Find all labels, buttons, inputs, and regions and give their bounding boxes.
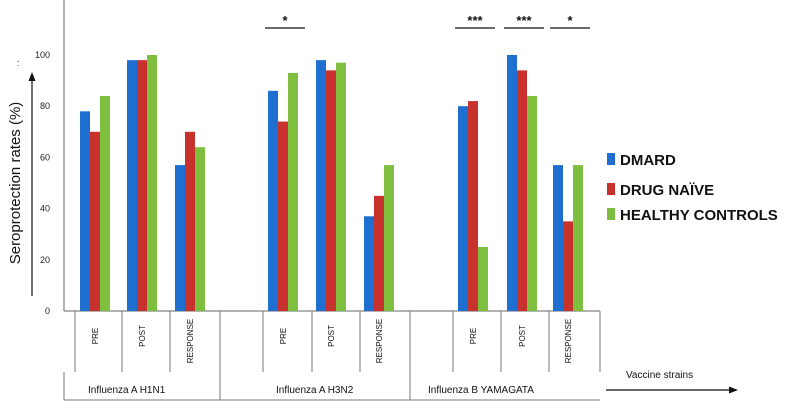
bar-dmard-response: [553, 165, 563, 311]
y-tick-label: 0: [45, 306, 50, 316]
bar-dmard-post: [316, 60, 326, 312]
bar-healthy-controls-response: [195, 147, 205, 311]
bar-drug-na-ve-post: [137, 60, 147, 312]
y-tick-label: 80: [40, 101, 50, 111]
category-label: POST: [138, 325, 147, 347]
category-label: POST: [518, 325, 527, 347]
bar-drug-na-ve-response: [563, 221, 573, 311]
legend-swatch: [607, 183, 615, 195]
significance-marker: ***: [467, 13, 483, 28]
legend: DMARD DRUG NAÏVE HEALTHY CONTROLS: [607, 152, 778, 224]
bar-dmard-pre: [458, 106, 468, 311]
bar-healthy-controls-post: [527, 95, 537, 312]
bar-healthy-controls-response: [384, 165, 394, 311]
bar-drug-na-ve-pre: [278, 121, 288, 311]
bar-healthy-controls-pre: [100, 95, 110, 312]
bars: [80, 55, 583, 312]
category-label: PRE: [469, 328, 478, 344]
x-axis-label: Vaccine strains: [626, 370, 693, 381]
category-label: RESPONSE: [186, 319, 195, 363]
bar-healthy-controls-post: [336, 62, 346, 312]
y-axis-colon-mark: :: [17, 58, 20, 68]
y-tick-label: 20: [40, 255, 50, 265]
legend-swatch: [607, 208, 615, 220]
category-label: POST: [327, 325, 336, 347]
bar-drug-na-ve-post: [326, 70, 336, 311]
bar-healthy-controls-response: [573, 165, 583, 311]
bar-dmard-post: [507, 55, 517, 311]
x-axis-arrowhead: [729, 386, 738, 394]
bar-healthy-controls-post: [147, 55, 157, 311]
legend-label: DRUG NAÏVE: [620, 182, 714, 199]
y-axis-label: Seroprotection rates (%): [7, 102, 24, 265]
group-label: Influenza A H1N1: [88, 385, 166, 396]
category-label: PRE: [279, 328, 288, 344]
significance-marker: ***: [516, 13, 532, 28]
category-label: PRE: [91, 328, 100, 344]
y-tick-label: 40: [40, 204, 50, 214]
bar-dmard-pre: [268, 90, 278, 311]
y-axis-arrowhead: [28, 72, 36, 81]
significance-marker: *: [567, 13, 573, 28]
group-label: Influenza A H3N2: [276, 385, 354, 396]
legend-label: HEALTHY CONTROLS: [620, 207, 778, 224]
bar-healthy-controls-pre: [478, 247, 488, 311]
bar-dmard-response: [364, 216, 374, 311]
y-tick-label: 60: [40, 152, 50, 162]
bar-drug-na-ve-response: [374, 195, 384, 311]
bar-drug-na-ve-response: [185, 131, 195, 311]
labels: 0 20 40 60 80 100 Seroprotection rates (%): PRE…: [7, 13, 693, 396]
category-label: RESPONSE: [375, 319, 384, 363]
significance-marker: *: [282, 13, 288, 28]
legend-label: DMARD: [620, 152, 676, 169]
y-tick-label: 100: [35, 50, 50, 60]
category-label: RESPONSE: [564, 319, 573, 363]
bar-drug-na-ve-post: [517, 70, 527, 311]
group-label: Influenza B YAMAGATA: [428, 385, 534, 396]
bar-drug-na-ve-pre: [468, 101, 478, 311]
bar-healthy-controls-pre: [288, 72, 298, 311]
bar-dmard-pre: [80, 111, 90, 311]
bar-drug-na-ve-pre: [90, 131, 100, 311]
legend-swatch: [607, 153, 615, 165]
bar-dmard-response: [175, 165, 185, 311]
bar-dmard-post: [127, 60, 137, 312]
